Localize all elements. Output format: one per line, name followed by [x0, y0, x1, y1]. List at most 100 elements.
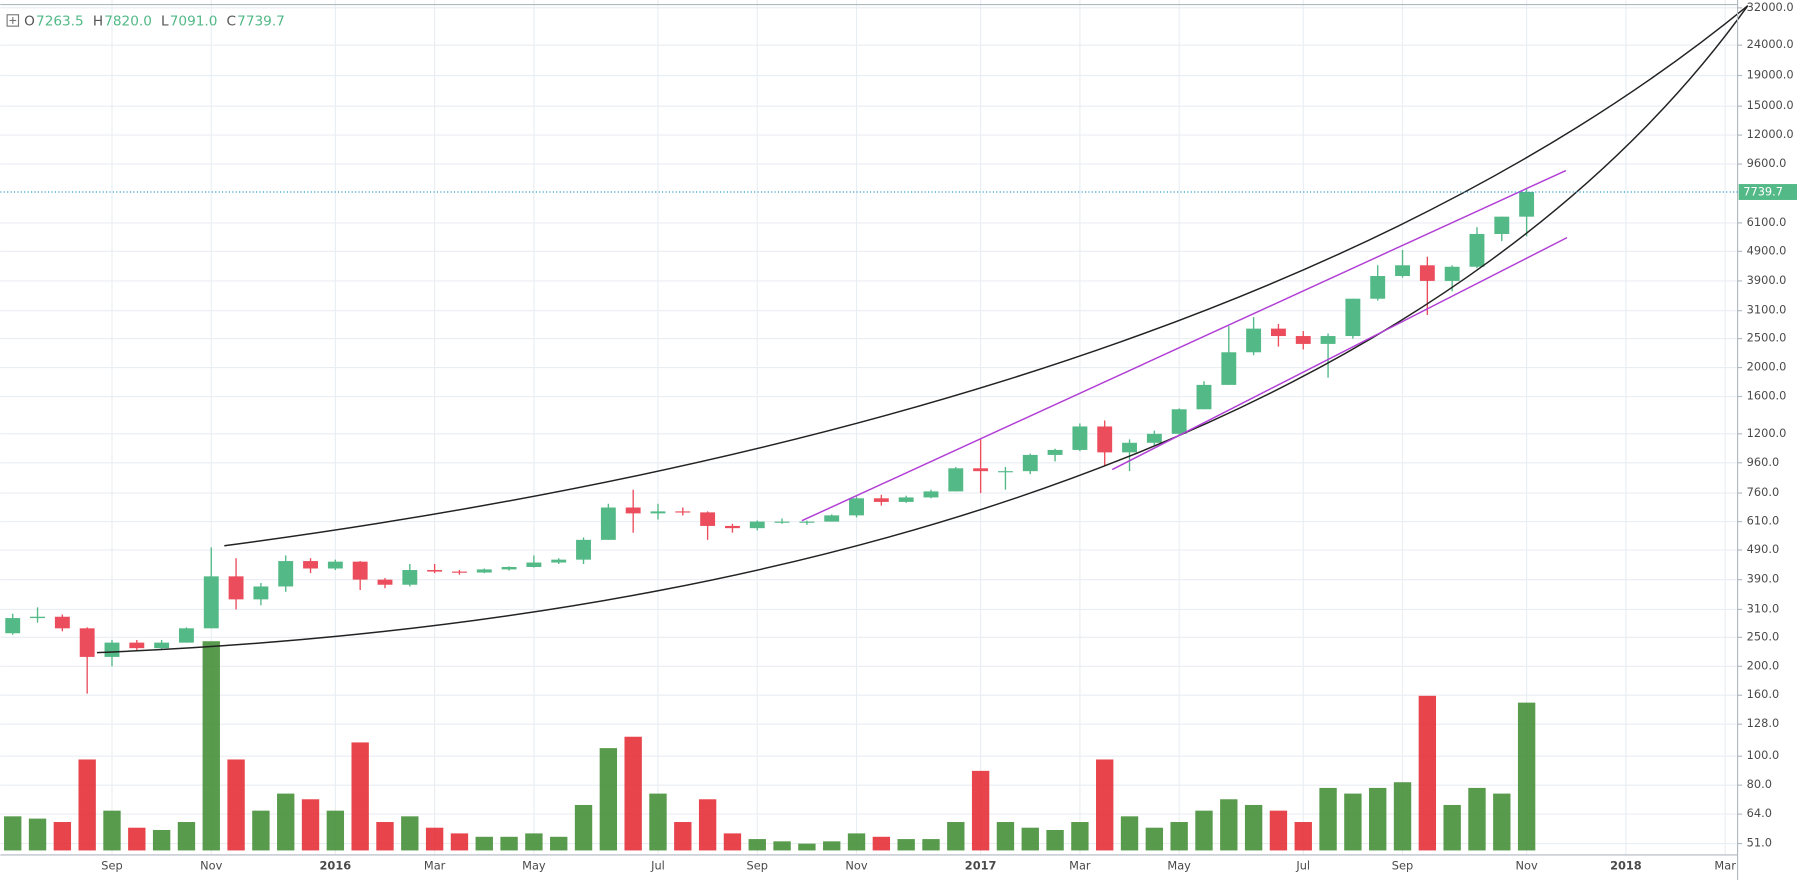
- x-tick-label: Mar: [1069, 858, 1091, 872]
- volume-bar: [1244, 804, 1263, 851]
- volume-bar: [1096, 759, 1114, 851]
- candle-body: [129, 642, 145, 649]
- x-tick-label: Jul: [650, 858, 665, 872]
- x-tick-label: Mar: [1714, 858, 1736, 872]
- volume-bar: [723, 833, 742, 851]
- ohlc-value: 7263.5: [36, 14, 84, 30]
- volume-bar: [1120, 816, 1139, 851]
- candle-body: [1295, 336, 1311, 344]
- y-tick-label: 64.0: [1747, 806, 1772, 820]
- volume-bar: [1517, 702, 1536, 851]
- candle-body: [1221, 352, 1237, 385]
- y-tick-label: 80.0: [1747, 777, 1772, 791]
- candle-body: [625, 507, 641, 514]
- volume-bar: [922, 839, 940, 851]
- volume-bar: [599, 748, 618, 851]
- volume-bar: [872, 836, 891, 851]
- candle-body: [650, 511, 666, 514]
- volume-bar: [1319, 787, 1337, 851]
- candle-body: [799, 521, 815, 523]
- volume-bar: [401, 816, 419, 851]
- candle-body: [600, 507, 616, 540]
- icon-box: [6, 14, 20, 27]
- candle-body: [427, 570, 443, 572]
- lower-curve: [96, 5, 1749, 654]
- candle-body: [1519, 192, 1535, 217]
- y-tick-label: 490.0: [1747, 542, 1780, 556]
- candle-body: [774, 521, 790, 523]
- candle-body: [948, 468, 964, 492]
- candle-body: [352, 561, 368, 580]
- volume-bar: [1220, 799, 1238, 851]
- ohlc-value: 7091.0: [170, 14, 218, 30]
- x-tick-label: Nov: [200, 858, 222, 872]
- volume-bar: [301, 799, 320, 851]
- volume-bar: [748, 839, 766, 851]
- ohlc-key: C: [227, 14, 237, 30]
- y-tick-label: 15000.0: [1747, 98, 1794, 112]
- ohlc-value: 7739.7: [237, 14, 285, 30]
- volume-bar: [103, 810, 121, 851]
- candle-body: [278, 561, 294, 587]
- y-tick-label: 12000.0: [1747, 127, 1794, 141]
- candle-body: [1122, 442, 1137, 453]
- drawings: [96, 5, 1749, 654]
- candle-body: [154, 642, 170, 649]
- candle-body: [923, 491, 939, 498]
- candle-body: [1146, 433, 1162, 443]
- volume-bar: [28, 818, 47, 851]
- candle-body: [1494, 216, 1510, 234]
- volume-bar: [1493, 793, 1511, 851]
- lower-channel: [1111, 236, 1568, 471]
- candle-body: [303, 561, 318, 569]
- x-tick-label: 2016: [320, 858, 352, 872]
- volume-bar: [326, 810, 345, 851]
- candle-body: [898, 497, 914, 502]
- y-tick-label: 160.0: [1747, 687, 1780, 701]
- candle-body: [79, 628, 95, 657]
- candle-body: [997, 471, 1013, 473]
- x-tick-label: 2018: [1610, 858, 1642, 872]
- volume-bar: [773, 841, 791, 851]
- volume-bar: [1418, 695, 1437, 851]
- volume-bar: [1344, 793, 1362, 851]
- candle-body: [1097, 426, 1113, 453]
- y-tick-label: 128.0: [1747, 716, 1780, 730]
- volume-bar: [971, 770, 990, 851]
- volume-bar: [1071, 822, 1089, 851]
- candle-body: [526, 562, 542, 567]
- volume-bar: [450, 833, 469, 851]
- ohlc-header: O 7263.5 H 7820.0 L 7091.0 C 7739.7: [24, 14, 285, 30]
- y-tick-label: 960.0: [1747, 455, 1780, 469]
- volume-bar: [698, 799, 717, 851]
- volume-bar: [798, 843, 816, 851]
- candle-body: [1047, 449, 1063, 455]
- volume-bar: [227, 759, 245, 851]
- candle-body: [476, 569, 492, 573]
- y-tick-label: 9600.0: [1747, 156, 1787, 170]
- y-tick-label: 1200.0: [1747, 426, 1787, 440]
- ohlc-key: H: [93, 14, 103, 30]
- volume-bar: [1170, 822, 1188, 851]
- volume-bar: [252, 810, 270, 851]
- volume-pane: [4, 641, 1536, 851]
- volume-bar: [53, 822, 72, 851]
- y-tick-label: 390.0: [1747, 572, 1780, 586]
- candle-body: [203, 576, 219, 629]
- volume-bar: [1294, 822, 1312, 851]
- upper-curve: [224, 5, 1749, 547]
- candle-body: [1419, 265, 1435, 281]
- volume-bar: [202, 641, 220, 851]
- y-tick-label: 310.0: [1747, 601, 1780, 615]
- ohlc-key: L: [161, 14, 169, 30]
- volume-bar: [128, 827, 146, 851]
- candle-body: [377, 579, 393, 585]
- volume-bar: [1443, 804, 1461, 851]
- volume-bar: [649, 793, 667, 851]
- y-tick-label: 4900.0: [1747, 243, 1787, 257]
- last-price-label: 7739.7: [1743, 185, 1783, 199]
- candle-body: [849, 498, 864, 516]
- candle-body: [228, 576, 244, 600]
